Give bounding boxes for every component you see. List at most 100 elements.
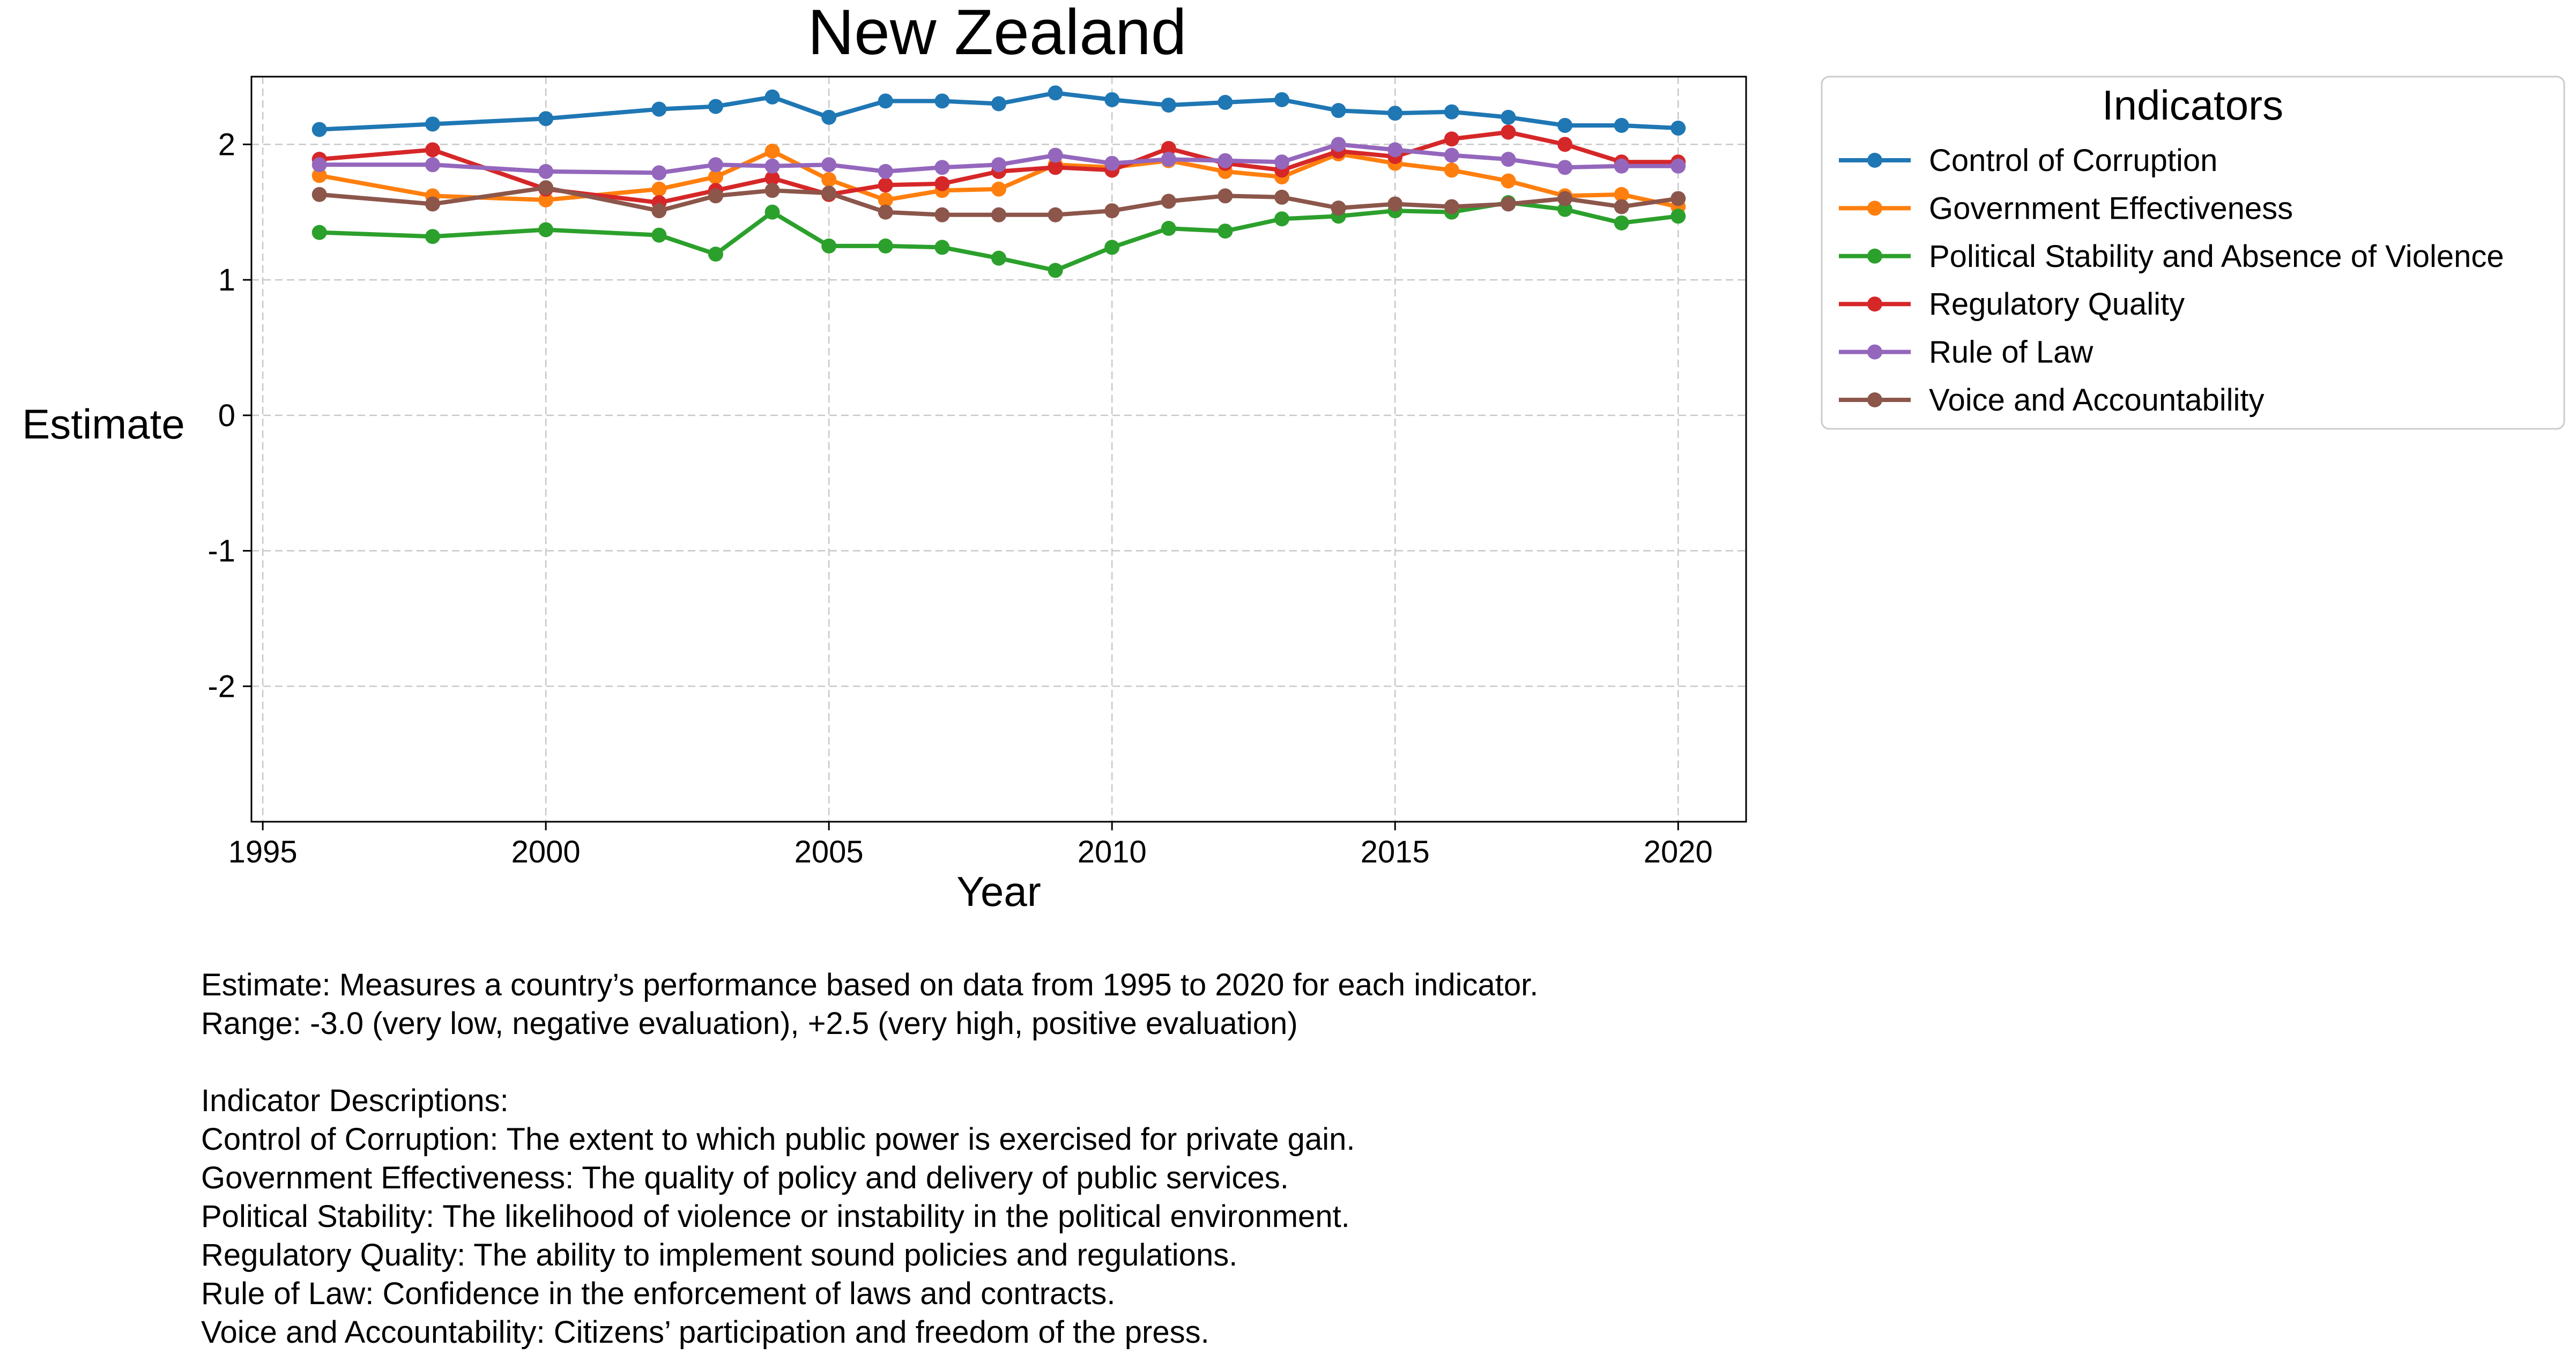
- data-point-voice-and-accountability: [1387, 196, 1403, 212]
- data-point-voice-and-accountability: [1331, 200, 1346, 216]
- data-point-voice-and-accountability: [708, 188, 723, 204]
- note-control-of-corruption: Control of Corruption: The extent to whi…: [201, 1122, 1355, 1157]
- legend-label: Regulatory Quality: [1929, 287, 2185, 322]
- data-point-control-of-corruption: [991, 96, 1006, 111]
- data-point-control-of-corruption: [878, 93, 893, 109]
- series-line-voice-and-accountability: [319, 185, 1679, 217]
- data-point-voice-and-accountability: [651, 203, 667, 219]
- legend-items: Control of Corruption Government Effectiv…: [1839, 143, 2504, 418]
- legend-label: Voice and Accountability: [1929, 383, 2265, 418]
- x-tick-label: 1995: [228, 835, 298, 869]
- data-point-rule-of-law: [1614, 158, 1629, 174]
- data-point-rule-of-law: [1218, 153, 1233, 168]
- series-line-government-effectiveness: [318, 149, 1679, 209]
- data-point-rule-of-law: [1161, 152, 1176, 167]
- data-point-voice-and-accountability: [1557, 191, 1573, 206]
- data-point-political-stability-and-absence-of-violence: [651, 227, 667, 243]
- data-point-control-of-corruption: [425, 116, 440, 132]
- note-spacer: [201, 1043, 1538, 1082]
- data-point-rule-of-law: [1387, 142, 1403, 158]
- data-point-regulatory-quality: [934, 176, 950, 191]
- data-point-regulatory-quality: [1161, 140, 1176, 156]
- data-point-political-stability-and-absence-of-violence: [1557, 202, 1573, 217]
- legend-label: Government Effectiveness: [1929, 191, 2293, 226]
- data-point-rule-of-law: [934, 160, 950, 175]
- data-point-control-of-corruption: [1161, 98, 1176, 113]
- data-point-government-effectiveness: [878, 192, 893, 207]
- x-tick-label: 2000: [511, 835, 581, 869]
- series-rule-of-law: [311, 137, 1686, 181]
- data-point-political-stability-and-absence-of-violence: [538, 222, 554, 237]
- data-point-voice-and-accountability: [311, 187, 327, 202]
- legend-swatch-marker: [1867, 344, 1882, 360]
- data-point-government-effectiveness: [651, 181, 667, 197]
- note-regulatory-quality: Regulatory Quality: The ability to imple…: [201, 1238, 1238, 1273]
- legend-label: Rule of Law: [1929, 335, 2094, 370]
- legend-swatch-marker: [1867, 200, 1882, 216]
- data-point-regulatory-quality: [764, 170, 780, 186]
- data-point-political-stability-and-absence-of-violence: [1161, 221, 1176, 236]
- plot-area-frame: [250, 76, 1747, 823]
- data-point-voice-and-accountability: [1048, 207, 1063, 222]
- x-tick-label: 2005: [795, 835, 864, 869]
- data-point-voice-and-accountability: [1218, 188, 1233, 204]
- data-point-political-stability-and-absence-of-violence: [1274, 211, 1290, 227]
- data-point-regulatory-quality: [1444, 131, 1459, 147]
- y-tick-label: 2: [218, 127, 235, 162]
- y-axis-ticks: -2 -1 0 1 2: [207, 127, 251, 704]
- data-point-control-of-corruption: [1387, 106, 1403, 121]
- data-point-control-of-corruption: [708, 99, 723, 114]
- note-estimate-definition: Estimate: Measures a country’s performan…: [201, 968, 1539, 1002]
- data-point-voice-and-accountability: [821, 185, 837, 201]
- data-point-rule-of-law: [1048, 147, 1063, 163]
- note-government-effectiveness: Government Effectiveness: The quality of…: [201, 1160, 1289, 1195]
- series-line-rule-of-law: [319, 142, 1679, 175]
- data-point-political-stability-and-absence-of-violence: [425, 229, 440, 244]
- data-point-voice-and-accountability: [1104, 203, 1120, 219]
- data-point-voice-and-accountability: [991, 207, 1006, 222]
- data-point-government-effectiveness: [538, 192, 554, 207]
- data-point-government-effectiveness: [708, 169, 723, 185]
- data-point-government-effectiveness: [1614, 187, 1629, 202]
- data-point-rule-of-law: [311, 157, 327, 173]
- data-point-control-of-corruption: [1501, 109, 1516, 125]
- data-point-political-stability-and-absence-of-violence: [991, 250, 1006, 266]
- note-descriptions-heading: Indicator Descriptions:: [201, 1083, 509, 1118]
- data-point-control-of-corruption: [1444, 104, 1459, 120]
- data-point-rule-of-law: [821, 157, 837, 173]
- data-point-voice-and-accountability: [764, 183, 780, 198]
- note-range: Range: -3.0 (very low, negative evaluati…: [201, 1006, 1298, 1041]
- data-point-political-stability-and-absence-of-violence: [764, 204, 780, 220]
- data-point-regulatory-quality: [878, 177, 893, 193]
- legend-label: Political Stability and Absence of Viole…: [1929, 239, 2504, 274]
- chart-title: New Zealand: [807, 0, 1186, 68]
- data-point-government-effectiveness: [821, 172, 837, 188]
- data-point-voice-and-accountability: [1274, 189, 1290, 205]
- legend-swatch-marker: [1867, 392, 1882, 407]
- data-point-voice-and-accountability: [538, 180, 554, 196]
- y-tick-label: 0: [218, 398, 235, 433]
- data-point-political-stability-and-absence-of-violence: [1614, 215, 1629, 230]
- data-point-government-effectiveness: [1444, 162, 1459, 178]
- data-point-rule-of-law: [1444, 147, 1459, 163]
- data-point-control-of-corruption: [1048, 85, 1063, 101]
- data-point-government-effectiveness: [764, 144, 780, 159]
- data-point-regulatory-quality: [1048, 160, 1063, 175]
- legend-item-voice-and-accountability: Voice and Accountability: [1839, 383, 2265, 418]
- legend-item-government-effectiveness: Government Effectiveness: [1839, 191, 2293, 226]
- data-point-government-effectiveness: [311, 168, 327, 183]
- x-axis-label: Year: [956, 868, 1041, 915]
- data-point-voice-and-accountability: [878, 204, 893, 220]
- data-point-rule-of-law: [651, 165, 667, 181]
- data-point-voice-and-accountability: [1671, 191, 1686, 206]
- data-point-rule-of-law: [538, 163, 554, 179]
- data-point-control-of-corruption: [1218, 95, 1233, 110]
- data-point-rule-of-law: [1104, 155, 1120, 171]
- data-point-government-effectiveness: [1501, 173, 1516, 189]
- data-point-political-stability-and-absence-of-violence: [1218, 224, 1233, 239]
- data-point-control-of-corruption: [1671, 121, 1686, 136]
- data-point-political-stability-and-absence-of-violence: [878, 238, 893, 254]
- series-control-of-corruption: [311, 85, 1686, 137]
- data-point-political-stability-and-absence-of-violence: [708, 247, 723, 262]
- data-point-rule-of-law: [1557, 160, 1573, 175]
